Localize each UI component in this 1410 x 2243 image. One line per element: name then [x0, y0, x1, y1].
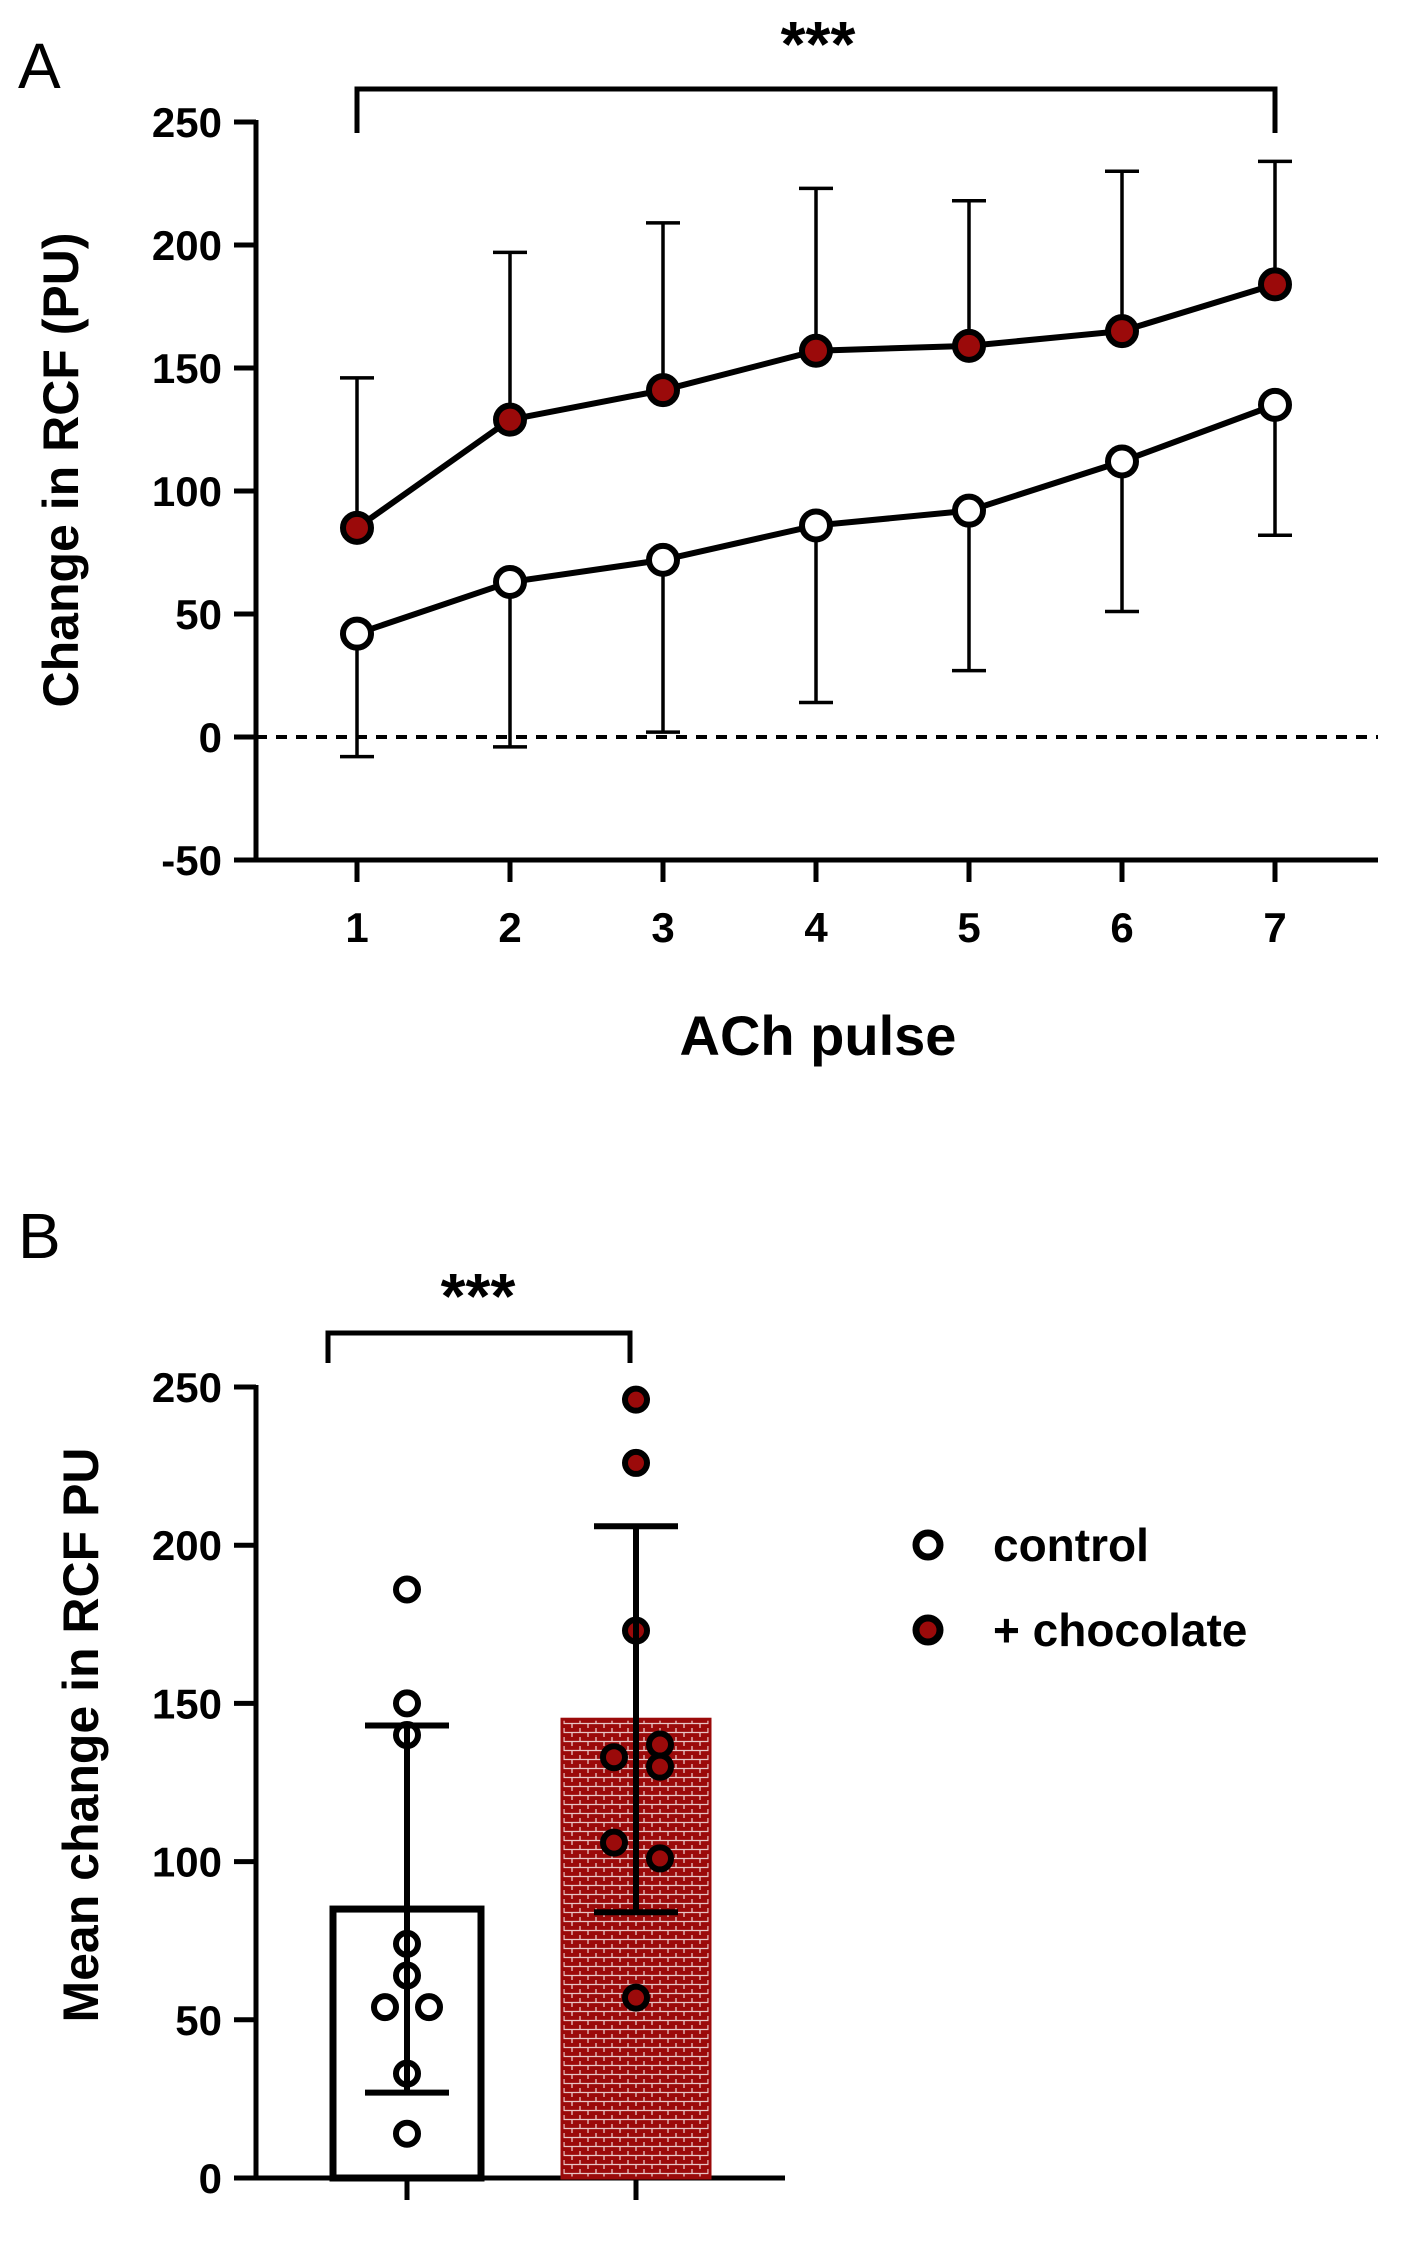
panel-b-letter: B: [18, 1200, 61, 1272]
panel-b-significance-bracket: [325, 1330, 633, 1363]
panel-a-x-tick-label: 7: [1263, 904, 1286, 951]
panel-b-y-tick-label: 150: [152, 1680, 222, 1727]
panel-b-point-chocolate: [646, 1730, 674, 1759]
panel-a-y-axis-title: Change in RCF (PU): [33, 233, 89, 708]
panel-b-point-control: [393, 1689, 421, 1718]
panel-b-y-tick-label: 200: [152, 1522, 222, 1569]
panel-a-x-tick-label: 4: [804, 904, 828, 951]
panel-a-point-chocolate: [646, 373, 680, 408]
panel-b-point-control: [393, 2119, 421, 2148]
panel-a-x-tick-label: 3: [651, 904, 674, 951]
panel-a-point-control: [1105, 444, 1139, 479]
panel-a-y-tick-label: 0: [199, 714, 222, 761]
panel-b-point-chocolate: [622, 1385, 650, 1414]
panel-a-x-tick-label: 1: [345, 904, 368, 951]
panel-a-letter: A: [18, 30, 61, 102]
legend: control + chocolate: [912, 1519, 1247, 1656]
legend-marker-control: [912, 1529, 944, 1561]
panel-b-significance-stars: ***: [441, 1260, 516, 1332]
panel-a-y-tick-label: 100: [152, 468, 222, 515]
panel-a-point-control: [1258, 387, 1292, 422]
panel-a-point-control: [493, 565, 527, 600]
panel-b-point-chocolate: [646, 1844, 674, 1873]
panel-b-point-chocolate: [622, 1983, 650, 2012]
panel-b-point-control: [393, 1575, 421, 1604]
legend-marker-chocolate: [912, 1614, 944, 1646]
panel-b: B 0 50 100 150 200 250 *** Mean change in RCF…: [18, 1200, 1247, 2202]
panel-a-y-tick-label: -50: [161, 837, 222, 884]
panel-a-point-chocolate: [493, 402, 527, 437]
legend-label-chocolate: + chocolate: [993, 1604, 1247, 1656]
panel-a-significance-bracket: [354, 86, 1278, 133]
panel-b-y-tick-label: 50: [175, 1997, 222, 2044]
panel-a-point-control: [799, 508, 833, 543]
panel-a-x-tick-label: 5: [957, 904, 980, 951]
panel-a: A -50 0 50 100 150 200 250 1 2 3 4 5 6 7 *** ACh puls…: [18, 8, 1378, 1067]
panel-b-point-chocolate: [600, 1828, 628, 1857]
panel-b-y-tick-label: 0: [199, 2155, 222, 2202]
panel-a-significance-stars: ***: [781, 8, 856, 80]
legend-label-control: control: [993, 1519, 1149, 1571]
panel-b-y-axis-title: Mean change in RCF PU: [53, 1447, 109, 2022]
panel-a-x-tick-label: 2: [498, 904, 521, 951]
panel-b-point-chocolate: [622, 1448, 650, 1477]
panel-b-y-tick-label: 100: [152, 1839, 222, 1886]
panel-b-point-control: [371, 1993, 399, 2022]
panel-a-y-tick-label: 150: [152, 345, 222, 392]
panel-a-y-tick-label: 200: [152, 222, 222, 269]
panel-a-point-chocolate: [952, 328, 986, 363]
panel-a-point-chocolate: [340, 510, 374, 545]
panel-a-point-control: [646, 542, 680, 577]
panel-a-point-chocolate: [1105, 314, 1139, 349]
panel-a-point-control: [340, 616, 374, 651]
panel-b-y-tick-label: 250: [152, 1364, 222, 1411]
panel-a-y-tick-label: 250: [152, 99, 222, 146]
panel-a-point-chocolate: [1258, 267, 1292, 302]
panel-a-x-axis-title: ACh pulse: [680, 1004, 957, 1067]
panel-a-point-chocolate: [799, 333, 833, 368]
panel-b-point-chocolate: [646, 1752, 674, 1781]
panel-a-x-tick-label: 6: [1110, 904, 1133, 951]
panel-a-point-control: [952, 493, 986, 528]
panel-a-y-tick-label: 50: [175, 591, 222, 638]
panel-b-point-chocolate: [600, 1743, 628, 1772]
panel-b-point-control: [415, 1993, 443, 2022]
